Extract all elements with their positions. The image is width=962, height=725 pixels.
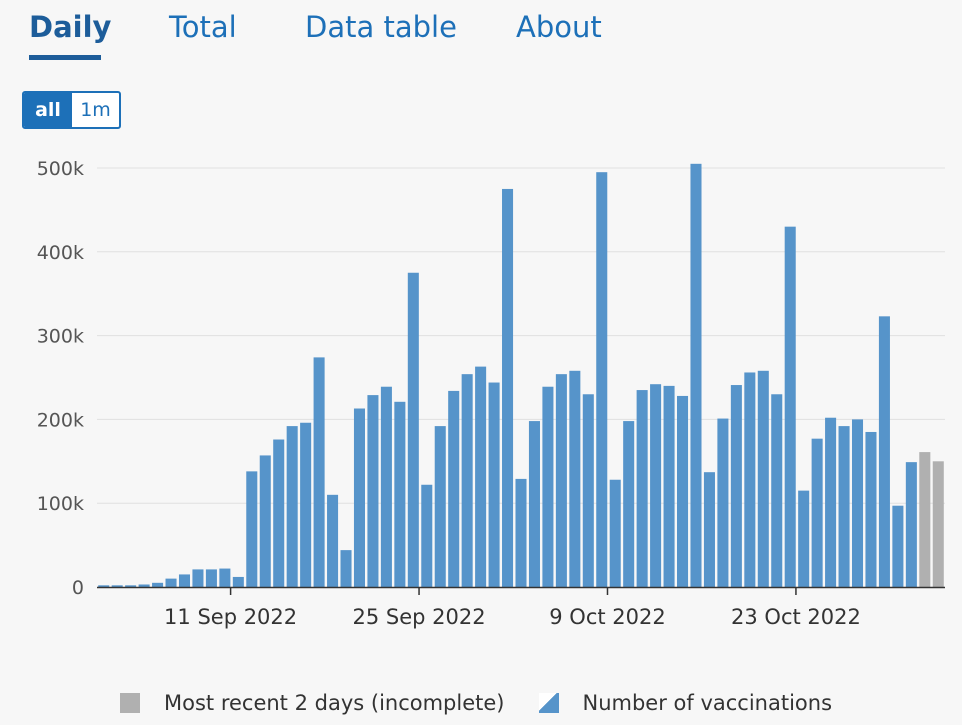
bar[interactable]	[663, 385, 675, 587]
legend-swatch-blue	[538, 693, 559, 713]
bar[interactable]	[798, 490, 810, 587]
bar[interactable]	[515, 478, 527, 587]
bar[interactable]	[327, 494, 339, 587]
legend-label-incomplete: Most recent 2 days (incomplete)	[164, 691, 505, 715]
tab-bar: Daily Total Data table About	[0, 0, 962, 70]
bar[interactable]	[717, 418, 729, 587]
y-tick-label: 500k	[37, 158, 84, 180]
bar[interactable]	[582, 394, 594, 587]
bar[interactable]	[838, 426, 850, 587]
bar-incomplete[interactable]	[932, 461, 944, 587]
bar[interactable]	[878, 316, 890, 587]
tab-total[interactable]: Total	[169, 10, 237, 44]
bar[interactable]	[771, 394, 783, 587]
x-tick-label: 9 Oct 2022	[549, 605, 665, 629]
legend-swatch-gray	[120, 693, 140, 713]
bar[interactable]	[825, 417, 837, 587]
x-axis: 11 Sep 2022 25 Sep 2022 9 Oct 2022 23 Oct 2…	[97, 586, 945, 629]
bar[interactable]	[636, 390, 648, 587]
bar[interactable]	[152, 582, 164, 587]
bar-incomplete[interactable]	[919, 452, 931, 587]
bar[interactable]	[178, 574, 191, 587]
bar[interactable]	[784, 226, 796, 587]
bar[interactable]	[394, 401, 406, 587]
bar[interactable]	[259, 455, 271, 587]
bar[interactable]	[690, 163, 702, 587]
bar[interactable]	[569, 370, 581, 587]
x-tick-label: 25 Sep 2022	[352, 605, 485, 629]
y-tick-label: 300k	[37, 326, 84, 348]
bar[interactable]	[851, 419, 864, 587]
legend-item-vaccinations[interactable]: Number of vaccinations	[538, 691, 833, 715]
range-all-button[interactable]: all	[24, 93, 72, 127]
bar[interactable]	[555, 374, 567, 587]
bar[interactable]	[865, 431, 877, 587]
bar[interactable]	[407, 272, 419, 587]
bar[interactable]	[98, 585, 110, 587]
bar[interactable]	[232, 576, 244, 587]
legend-item-incomplete[interactable]: Most recent 2 days (incomplete)	[120, 691, 505, 715]
tab-data-table[interactable]: Data table	[305, 10, 457, 44]
bar[interactable]	[138, 584, 150, 587]
y-tick-label: 400k	[37, 242, 84, 264]
bar[interactable]	[367, 395, 379, 587]
bar[interactable]	[488, 382, 500, 587]
bar[interactable]	[811, 438, 823, 587]
bar[interactable]	[623, 421, 635, 587]
bar[interactable]	[542, 386, 554, 587]
bar[interactable]	[313, 357, 325, 587]
bar[interactable]	[219, 568, 231, 587]
bar[interactable]	[300, 422, 312, 587]
bar[interactable]	[757, 370, 769, 587]
bar[interactable]	[596, 172, 608, 587]
bar[interactable]	[353, 408, 365, 587]
bar[interactable]	[461, 374, 473, 587]
x-tick-label: 23 Oct 2022	[731, 605, 861, 629]
bar[interactable]	[340, 550, 352, 587]
bar[interactable]	[448, 390, 460, 587]
bar[interactable]	[744, 372, 756, 587]
bar[interactable]	[286, 426, 298, 587]
bar[interactable]	[192, 569, 204, 587]
bar[interactable]	[111, 585, 123, 587]
legend-label-vaccinations: Number of vaccinations	[582, 691, 833, 715]
tab-about[interactable]: About	[516, 10, 602, 44]
y-tick-label: 100k	[37, 493, 84, 515]
active-tab-indicator	[29, 55, 101, 60]
bar[interactable]	[528, 421, 540, 587]
time-range-toggle: all 1m	[22, 91, 121, 129]
range-1m-button[interactable]: 1m	[80, 99, 111, 121]
bar[interactable]	[165, 578, 177, 587]
bar[interactable]	[677, 395, 689, 587]
chart-bars	[98, 163, 944, 587]
bar[interactable]	[421, 484, 433, 587]
x-tick-label: 11 Sep 2022	[164, 605, 297, 629]
y-tick-label: 200k	[37, 409, 84, 431]
y-axis-labels: 0 100k 200k 300k 400k 500k	[37, 158, 84, 599]
bar[interactable]	[434, 426, 446, 587]
bar[interactable]	[475, 366, 487, 587]
bar[interactable]	[650, 384, 662, 587]
bar[interactable]	[703, 472, 715, 587]
bar[interactable]	[273, 439, 285, 587]
bar[interactable]	[892, 505, 904, 587]
bar[interactable]	[380, 386, 392, 587]
bar[interactable]	[246, 471, 258, 587]
chart-legend: Most recent 2 days (incomplete) Number o…	[120, 688, 866, 718]
vaccinations-bar-chart: 0 100k 200k 300k 400k 500k 11 Sep 2022 25 Sep …	[37, 158, 945, 629]
bar[interactable]	[205, 569, 217, 587]
bar[interactable]	[609, 479, 621, 587]
bar[interactable]	[125, 585, 137, 587]
bar[interactable]	[730, 385, 742, 587]
y-tick-label: 0	[72, 577, 84, 599]
bar[interactable]	[905, 462, 917, 587]
tab-daily[interactable]: Daily	[29, 10, 112, 44]
bar[interactable]	[502, 188, 514, 587]
